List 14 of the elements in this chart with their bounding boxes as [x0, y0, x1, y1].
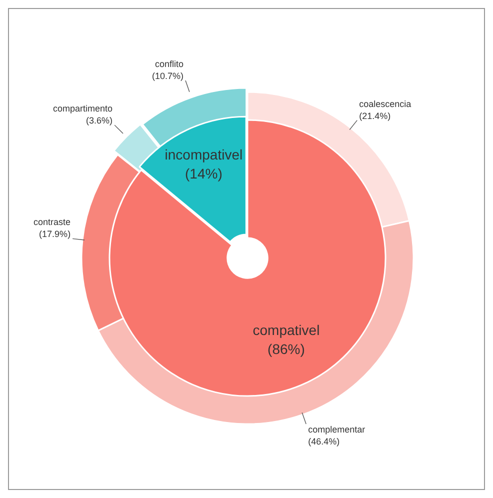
- data-label: (46.4%): [308, 436, 340, 446]
- slice-label: incompativel: [164, 146, 243, 163]
- data-label: (17.9%): [39, 229, 71, 240]
- slice-label: compativel: [252, 322, 320, 338]
- slice-label: conflito: [154, 59, 184, 70]
- data-label: (10.7%): [152, 71, 184, 82]
- data-label: (21.4%): [359, 110, 391, 121]
- data-label: (14%): [185, 166, 222, 182]
- slice-label: contraste: [34, 217, 71, 228]
- data-label: (86%): [268, 341, 305, 358]
- data-label: (3.6%): [86, 116, 113, 126]
- slice-label: compartimento: [53, 104, 113, 114]
- slice-label: complementar: [308, 424, 366, 434]
- slice-label: coalescencia: [359, 98, 412, 109]
